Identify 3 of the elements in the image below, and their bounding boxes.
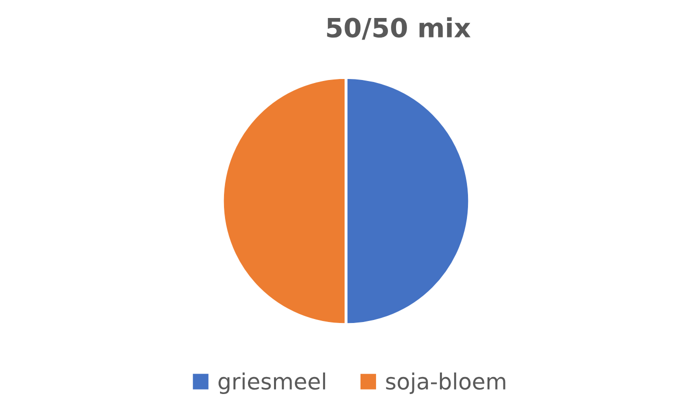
legend-label: soja-bloem [386,372,506,394]
chart-title: 50/50 mix [327,17,471,40]
legend-label: griesmeel [218,372,326,394]
